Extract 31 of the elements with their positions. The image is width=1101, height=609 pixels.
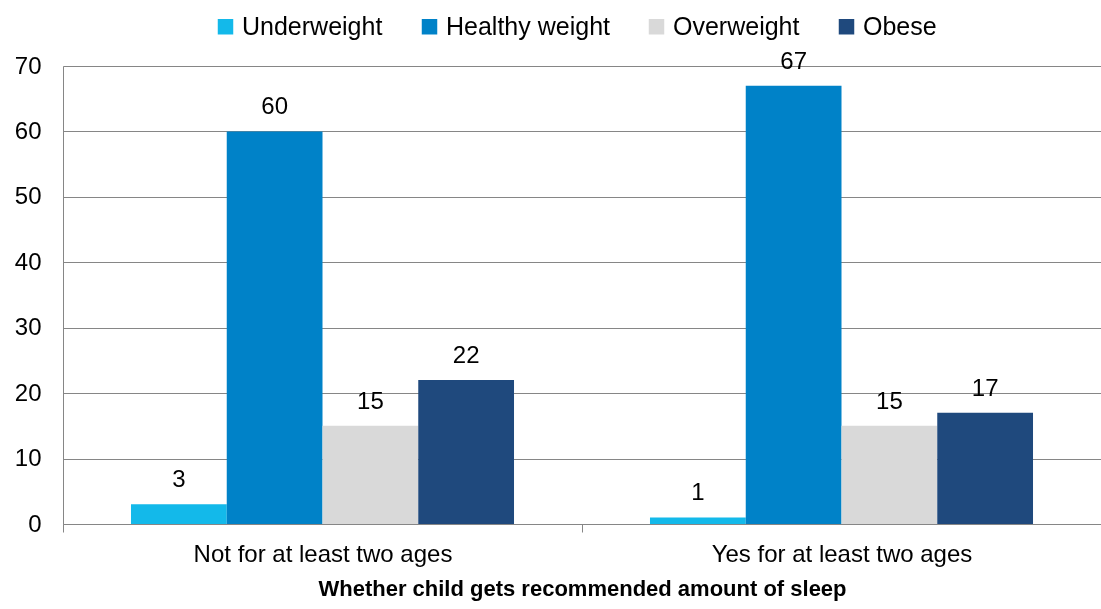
y-tick-label: 0 [28,509,42,537]
y-tick-label: 70 [14,51,42,79]
bar [937,412,1034,524]
y-tick-label: 50 [14,182,42,210]
bar [841,425,938,524]
y-tick-label: 20 [14,378,42,406]
bar [649,517,746,524]
data-label: 17 [971,373,999,401]
data-label: 15 [876,386,903,414]
legend-label: Healthy weight [446,11,611,40]
data-label: 60 [261,92,288,120]
bar [226,131,323,524]
data-label: 3 [172,465,186,493]
data-label: 67 [780,46,807,74]
x-tick-label: Yes for at least two ages [711,539,973,567]
bar [322,425,419,524]
bar [745,85,842,524]
legend-label: Obese [863,11,937,40]
bar [130,504,227,524]
y-tick-label: 10 [14,444,42,472]
y-tick-label: 60 [14,116,42,144]
data-label: 15 [357,386,384,414]
legend-label: Overweight [673,11,800,40]
data-label: 22 [452,341,480,369]
bar [418,380,515,524]
y-tick-label: 30 [14,313,42,341]
legend-label: Underweight [242,11,383,40]
data-label: 1 [691,478,705,506]
x-axis-title: Whether child gets recommended amount of sleep [318,575,847,601]
y-tick-label: 40 [14,247,42,275]
x-tick-label: Not for at least two ages [193,539,453,567]
